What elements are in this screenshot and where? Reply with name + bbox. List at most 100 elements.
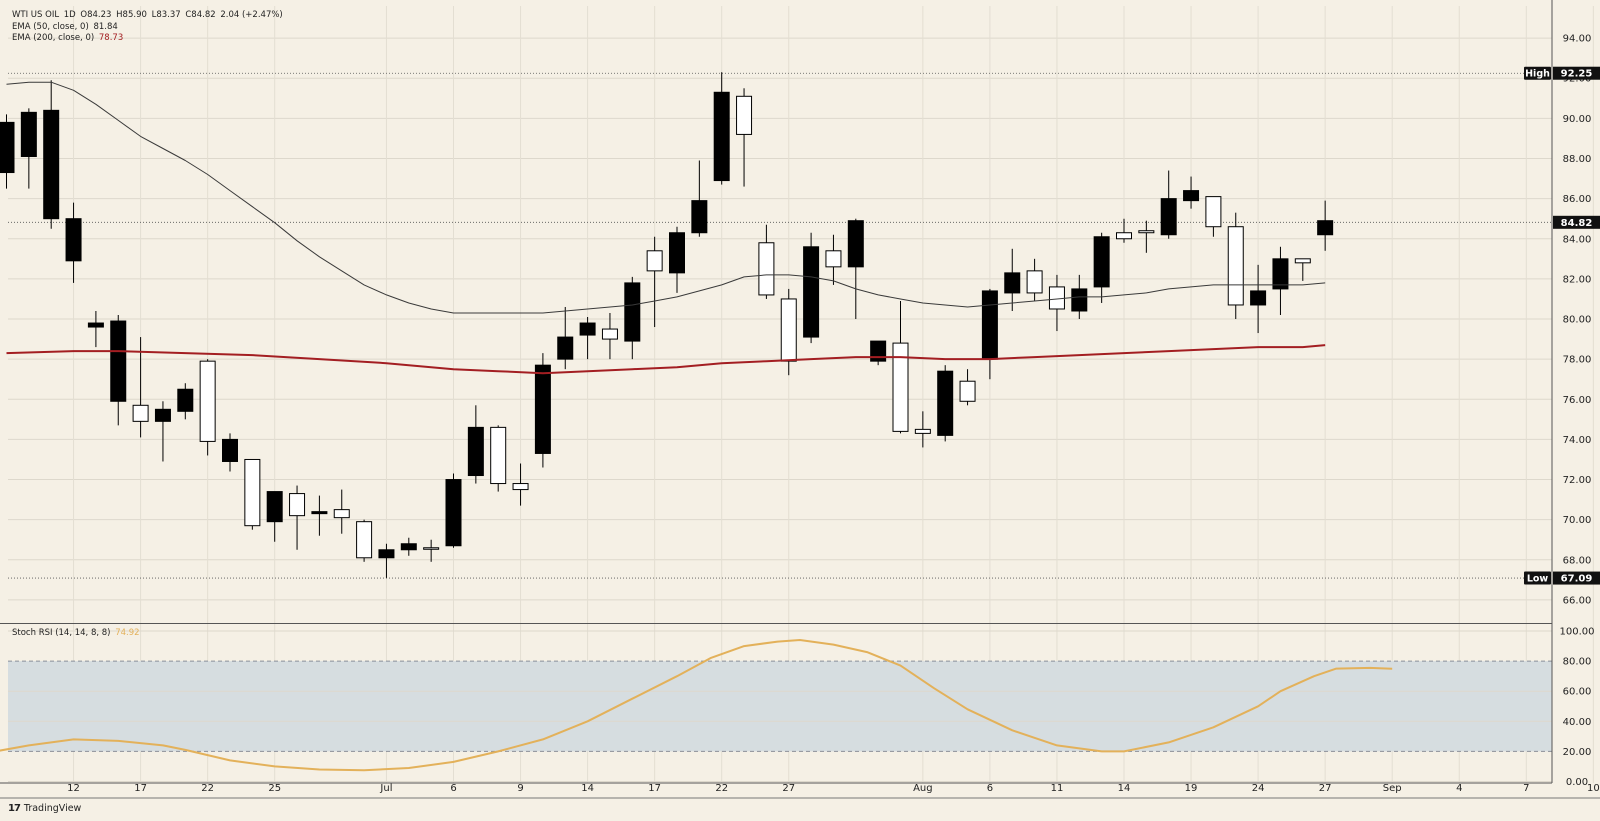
- candle-up: [1048, 286, 1065, 310]
- footer-brand: 17 TradingView: [8, 803, 81, 814]
- candle-up: [289, 493, 306, 517]
- candle-up: [1205, 196, 1222, 228]
- ema50-legend: EMA (50, close, 0) 81.84: [12, 22, 120, 33]
- time-tick-label: Sep: [1383, 783, 1402, 794]
- price-tick-label: 94.00: [1563, 34, 1592, 45]
- candle-down: [266, 491, 283, 523]
- price-tick-label: 66.00: [1563, 595, 1592, 606]
- stoch-value: 74.92: [115, 628, 140, 638]
- candle-down: [669, 232, 685, 274]
- candle-down: [1004, 272, 1021, 294]
- time-tick-label: 22: [715, 783, 728, 794]
- time-tick-label: 12: [67, 783, 80, 794]
- candle-down: [1093, 236, 1110, 288]
- candle-down: [222, 438, 238, 462]
- candle-down: [937, 370, 954, 436]
- time-tick-label: 22: [201, 783, 214, 794]
- candle-up: [1026, 270, 1043, 294]
- last-price-badge-value: 84.82: [1561, 218, 1593, 229]
- candle-up: [132, 404, 149, 422]
- candle-up: [356, 521, 373, 559]
- ema200-value: 78.73: [98, 33, 124, 43]
- stoch-legend: Stoch RSI (14, 14, 8, 8) 74.92: [12, 628, 142, 639]
- candle-down: [0, 121, 15, 174]
- price-badges: High 92.25 84.82 Low 67.09: [1524, 66, 1600, 585]
- candle-down: [847, 220, 864, 268]
- candle-up: [1294, 258, 1311, 264]
- candle-up: [423, 547, 440, 550]
- candle-up: [601, 328, 618, 340]
- candle-up: [512, 483, 529, 491]
- ema200-label: EMA (200, close, 0): [12, 33, 95, 43]
- candle-down: [1071, 288, 1088, 312]
- candle-up: [199, 360, 216, 442]
- brand-name: TradingView: [23, 803, 82, 814]
- stoch-band: [8, 630, 1552, 782]
- price-grid: [8, 6, 1594, 783]
- candle-down: [803, 246, 820, 338]
- candle-up: [914, 428, 931, 434]
- candle-down: [467, 426, 484, 477]
- time-tick-label: 10: [1587, 783, 1600, 794]
- time-tick-label: 7: [1523, 783, 1529, 794]
- indicator-lines: [0, 81, 1393, 772]
- low-badge-value-box: [1553, 571, 1600, 585]
- candle-down: [534, 364, 551, 454]
- high-badge-value: 92.25: [1561, 69, 1593, 80]
- symbol-name: WTI US OIL: [12, 10, 60, 20]
- candle-up: [646, 250, 663, 272]
- time-tick-label: 4: [1456, 783, 1462, 794]
- candle-up: [333, 509, 350, 519]
- candle-up: [780, 298, 797, 362]
- price-tick-label: 84.00: [1563, 234, 1592, 245]
- price-tick-label: 68.00: [1563, 555, 1592, 566]
- candle-up: [1138, 230, 1155, 234]
- candles: [0, 72, 1334, 578]
- ema50-value: 81.84: [93, 22, 118, 32]
- time-tick-label: 17: [134, 783, 147, 794]
- stoch-tick-label: 40.00: [1563, 717, 1592, 728]
- axes: 66.0068.0070.0072.0074.0076.0078.0080.00…: [0, 0, 1600, 799]
- time-tick-label: Jul: [379, 783, 392, 794]
- price-tick-label: 74.00: [1563, 435, 1592, 446]
- candle-up: [825, 250, 842, 268]
- stoch-tick-label: 80.00: [1563, 657, 1592, 668]
- candle-down: [311, 511, 328, 515]
- price-tick-label: 86.00: [1563, 194, 1592, 205]
- high-badge-value-box: [1553, 66, 1600, 80]
- candle-down: [1160, 198, 1177, 236]
- candle-up: [490, 426, 507, 485]
- price-tick-label: 72.00: [1563, 475, 1592, 486]
- close-value: C84.82: [185, 10, 216, 20]
- candle-down: [1317, 220, 1334, 236]
- low-badge-label: Low: [1527, 574, 1549, 585]
- time-tick-label: 24: [1252, 783, 1265, 794]
- low-badge-label-box: [1524, 571, 1551, 585]
- time-tick-label: 25: [268, 783, 281, 794]
- time-tick-label: 6: [987, 783, 993, 794]
- candle-up: [1227, 226, 1244, 306]
- time-tick-label: 9: [517, 783, 523, 794]
- time-tick-label: 27: [782, 783, 795, 794]
- candle-up: [1116, 232, 1132, 240]
- candle-down: [65, 218, 82, 262]
- time-tick-label: 11: [1051, 783, 1064, 794]
- candle-down: [981, 290, 998, 360]
- candle-down: [87, 322, 104, 328]
- candle-up: [758, 242, 775, 296]
- ema50-line: [6, 81, 1326, 314]
- candle-up: [736, 95, 753, 135]
- last-price-badge-value-box: [1553, 215, 1600, 229]
- tradingview-logo-icon: 17: [8, 803, 21, 814]
- price-tick-label: 70.00: [1563, 515, 1592, 526]
- candle-down: [1272, 258, 1289, 290]
- price-tick-label: 88.00: [1563, 154, 1592, 165]
- candle-up: [892, 342, 909, 432]
- low-value: L83.37: [151, 10, 181, 20]
- high-badge-label: High: [1525, 69, 1550, 80]
- candle-down: [1183, 190, 1200, 202]
- change-value: 2.04 (+2.47%): [220, 10, 283, 20]
- candle-down: [579, 322, 596, 336]
- candle-down: [177, 388, 194, 412]
